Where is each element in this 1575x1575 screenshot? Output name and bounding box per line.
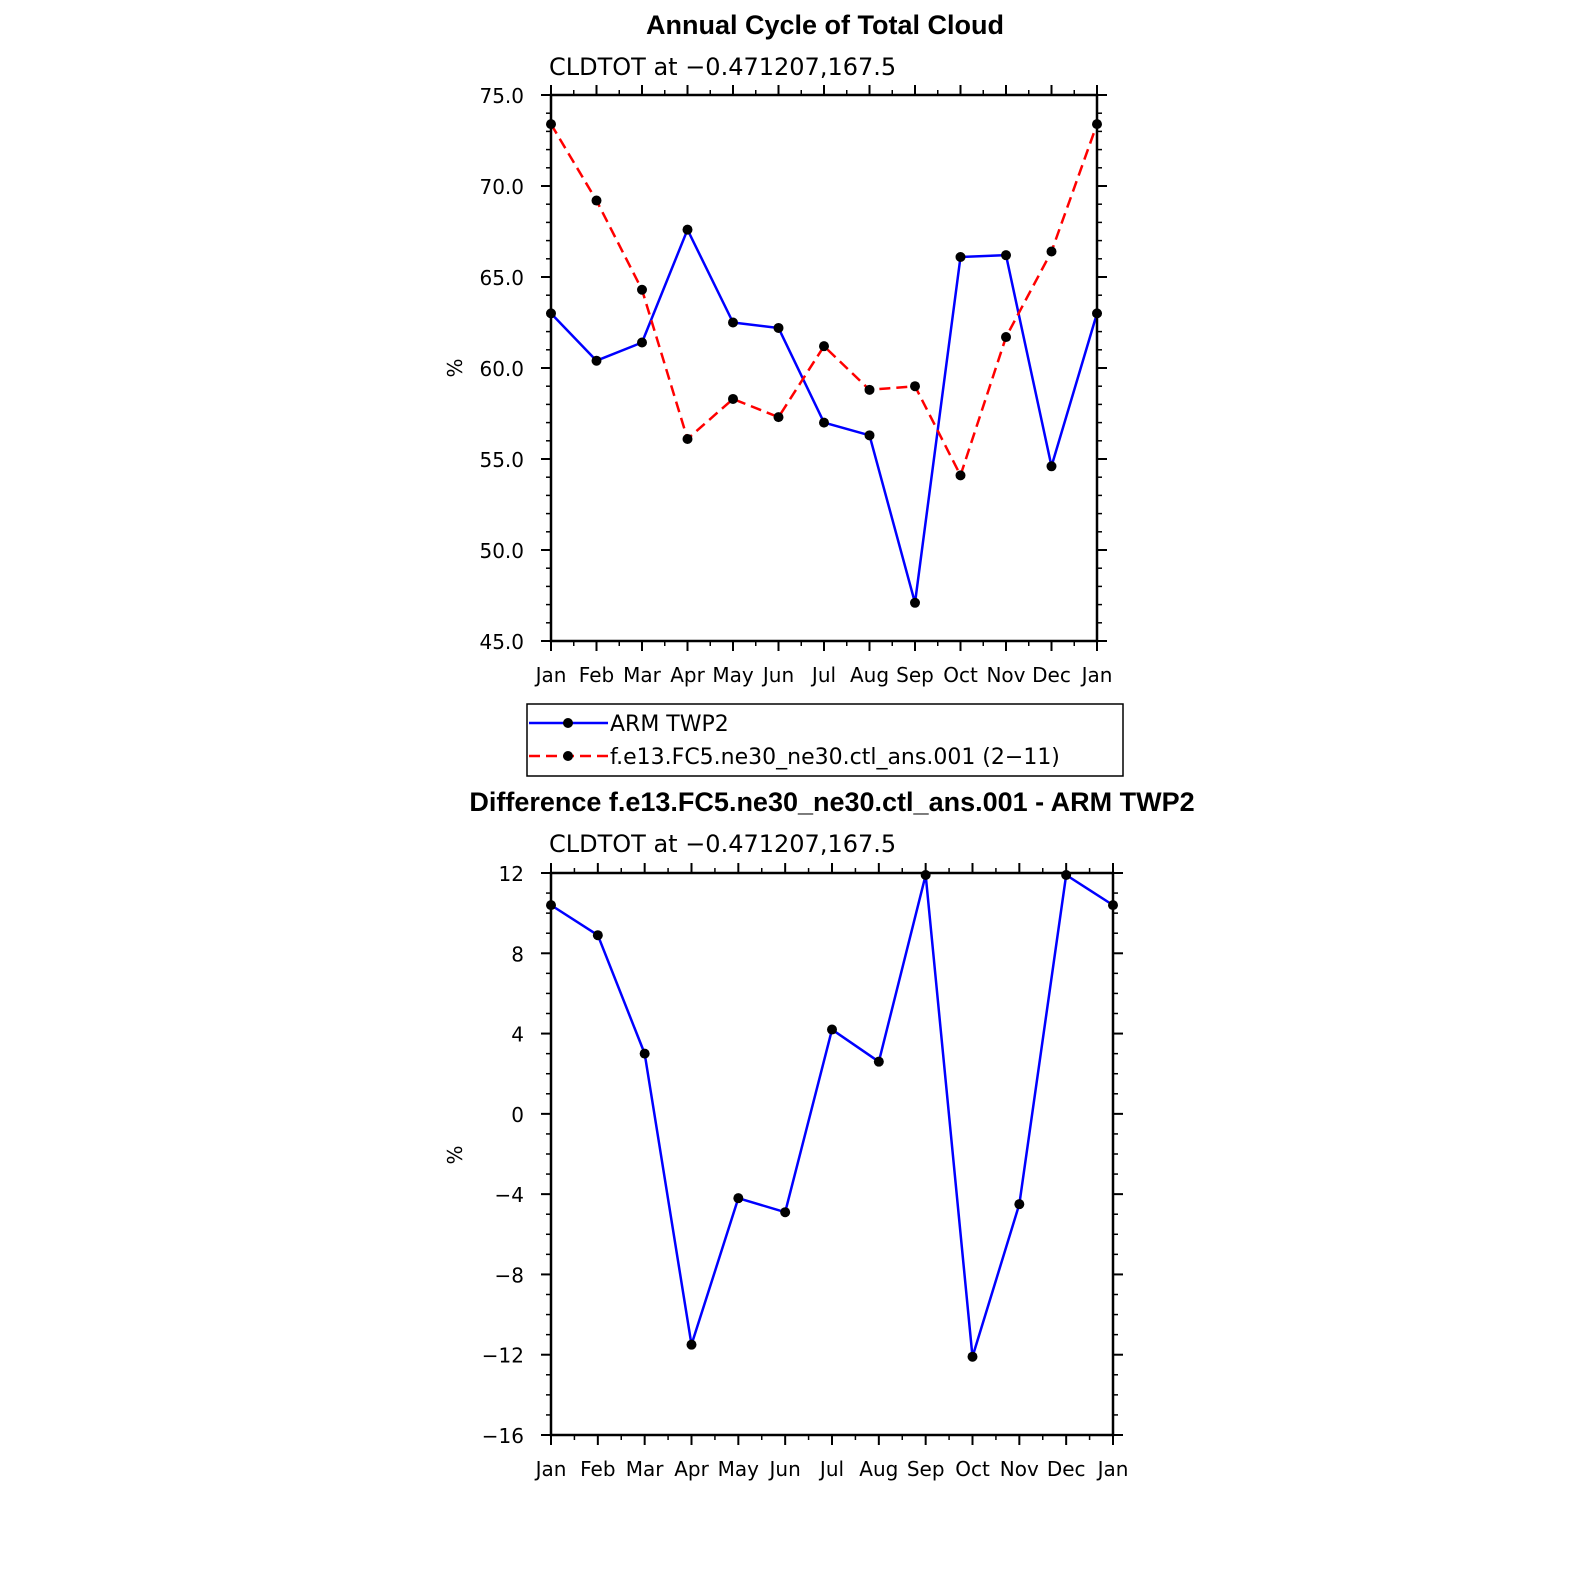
- data-point-1: [955, 470, 966, 481]
- legend-box: [526, 703, 1124, 777]
- annual-cycle-chart: Annual Cycle of Total Cloud CLDTOT at −0…: [443, 10, 1112, 687]
- data-point-1: [773, 412, 784, 423]
- y-tick-label: 4: [511, 1023, 524, 1047]
- series-layer: [546, 119, 1102, 608]
- legend-marker-arm: [563, 718, 573, 728]
- series-line-0: [550, 228, 1099, 605]
- x-tick-label: Aug: [859, 1457, 898, 1481]
- y-tick-label: 12: [499, 862, 524, 886]
- y-tick-label: 75.0: [479, 84, 524, 108]
- data-point-0: [910, 597, 920, 608]
- y-axis-label: %: [443, 1145, 467, 1164]
- plot-frame: [549, 871, 1115, 1437]
- data-point-1: [819, 341, 829, 352]
- x-tick-label: May: [712, 663, 754, 687]
- chart-subtitle: CLDTOT at −0.471207,167.5: [549, 830, 896, 858]
- y-tick-label: −8: [495, 1263, 524, 1287]
- data-point-0: [686, 1339, 697, 1350]
- x-tick-label: Jun: [761, 663, 794, 687]
- data-point-0: [1046, 461, 1057, 472]
- x-tick-label: Jan: [1096, 1457, 1129, 1481]
- legend-marker-model: [563, 751, 573, 761]
- data-point-0: [967, 1351, 978, 1362]
- x-tick-label: Feb: [580, 1457, 615, 1481]
- x-tick-label: Oct: [955, 1457, 990, 1481]
- x-tick-label: Apr: [674, 1457, 709, 1481]
- y-tick-label: 0: [511, 1103, 524, 1127]
- data-point-0: [1001, 250, 1011, 261]
- ticks-group: Jan Feb Mar Apr May Jun Jul Aug Sep Oct Nov Dec Jan 1…: [482, 862, 1129, 1481]
- data-point-0: [780, 1207, 791, 1218]
- data-point-1: [637, 284, 647, 295]
- y-axis-label: %: [443, 358, 467, 377]
- difference-chart: Difference f.e13.FC5.ne30_ne30.ctl_ans.0…: [443, 787, 1195, 1481]
- data-point-0: [591, 355, 602, 366]
- chart-subtitle: CLDTOT at −0.471207,167.5: [549, 53, 896, 81]
- x-tick-label: Jan: [534, 1457, 567, 1481]
- data-point-1: [1046, 246, 1057, 257]
- x-tick-label: Dec: [1047, 1457, 1086, 1481]
- data-point-0: [920, 870, 931, 881]
- x-tick-label: Jan: [534, 663, 567, 687]
- x-tick-label: Dec: [1032, 663, 1071, 687]
- x-tick-label: Feb: [579, 663, 614, 687]
- x-tick-label: Apr: [670, 663, 705, 687]
- x-tick-label: Sep: [896, 663, 934, 687]
- x-tick-label: Mar: [626, 1457, 665, 1481]
- y-tick-label: 55.0: [479, 448, 524, 472]
- y-tick-label: 70.0: [479, 175, 524, 199]
- data-point-0: [728, 317, 738, 328]
- y-tick-label: −16: [482, 1424, 524, 1448]
- series-line-0: [550, 873, 1114, 1358]
- y-tick-label: −4: [495, 1183, 524, 1207]
- data-point-0: [1061, 870, 1072, 881]
- x-tick-label: Aug: [850, 663, 889, 687]
- y-tick-label: 8: [511, 942, 524, 966]
- y-tick-label: 50.0: [479, 539, 524, 563]
- plot-frame: [549, 93, 1099, 643]
- x-tick-label: Oct: [943, 663, 978, 687]
- data-point-0: [827, 1024, 837, 1035]
- data-point-0: [955, 251, 966, 262]
- data-point-1: [682, 433, 693, 444]
- ticks-group: Jan Feb Mar Apr May Jun Jul Aug Sep Oct Nov Dec Jan 7…: [479, 84, 1112, 687]
- x-tick-label: Jul: [810, 663, 836, 687]
- data-point-1: [1001, 332, 1011, 343]
- series-layer: [546, 870, 1118, 1362]
- data-point-0: [733, 1193, 744, 1204]
- data-point-1: [728, 393, 738, 404]
- data-point-1: [910, 381, 920, 392]
- x-tick-label: Mar: [623, 663, 662, 687]
- data-point-0: [773, 322, 784, 333]
- legend: ARM TWP2 f.e13.FC5.ne30_ne30.ctl_ans.001…: [526, 703, 1124, 777]
- y-tick-label: 65.0: [479, 266, 524, 290]
- data-point-1: [591, 195, 602, 206]
- data-point-0: [873, 1056, 884, 1067]
- y-tick-label: 45.0: [479, 630, 524, 654]
- y-tick-label: −12: [482, 1344, 524, 1368]
- x-tick-label: Jul: [818, 1457, 844, 1481]
- x-tick-label: Jun: [768, 1457, 801, 1481]
- data-point-0: [682, 224, 693, 235]
- legend-label-arm: ARM TWP2: [610, 712, 729, 737]
- x-tick-label: Sep: [907, 1457, 945, 1481]
- y-tick-label: 60.0: [479, 357, 524, 381]
- x-tick-label: Nov: [1000, 1457, 1039, 1481]
- x-tick-label: Nov: [986, 663, 1025, 687]
- x-tick-label: Jan: [1080, 663, 1113, 687]
- data-point-0: [819, 417, 829, 428]
- chart-title: Annual Cycle of Total Cloud: [646, 10, 1004, 40]
- data-point-0: [639, 1048, 650, 1059]
- data-point-0: [637, 337, 647, 348]
- chart-title: Difference f.e13.FC5.ne30_ne30.ctl_ans.0…: [469, 787, 1194, 817]
- data-point-0: [864, 430, 875, 441]
- data-point-0: [592, 930, 603, 941]
- x-tick-label: May: [718, 1457, 760, 1481]
- legend-label-model: f.e13.FC5.ne30_ne30.ctl_ans.001 (2−11): [610, 745, 1060, 770]
- data-point-1: [864, 384, 875, 395]
- data-point-0: [1014, 1199, 1025, 1210]
